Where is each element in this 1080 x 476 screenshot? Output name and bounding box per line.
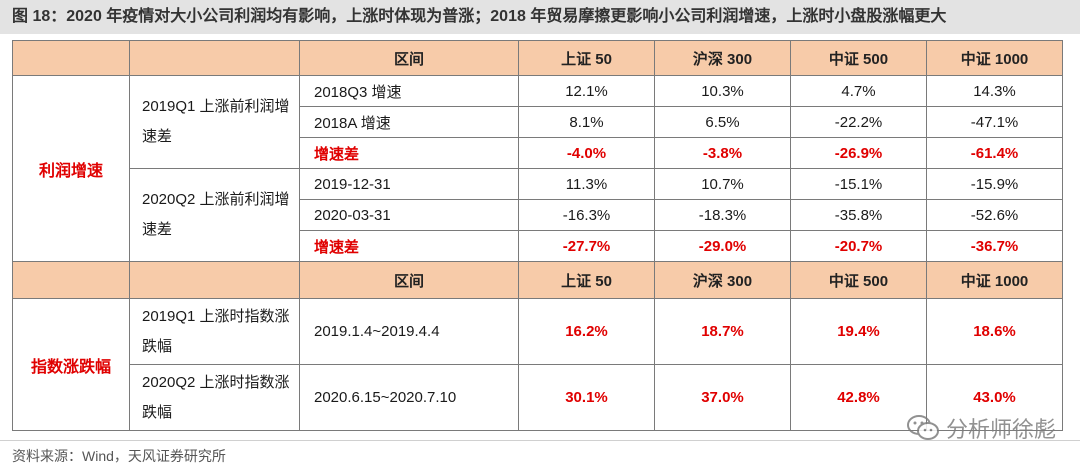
table-cell: 8.1% (518, 106, 655, 138)
header-col-sz50: 上证 50 (518, 40, 655, 76)
table-cell: 30.1% (518, 364, 655, 431)
table-cell: -47.1% (926, 106, 1063, 138)
table-row: 2018A 增速 8.1% 6.5% -22.2% -47.1% (13, 106, 1063, 138)
group-label: 2020Q2 上涨时指数涨跌幅 (129, 364, 300, 431)
table-cell: -18.3% (654, 199, 791, 231)
table-cell: -22.2% (790, 106, 927, 138)
table-cell: 14.3% (926, 75, 1063, 107)
table-cell: -15.9% (926, 168, 1063, 200)
table-cell: -4.0% (518, 137, 655, 169)
table-cell: -27.7% (518, 230, 655, 262)
table-cell: 10.3% (654, 75, 791, 107)
table-row: 指数涨跌幅 2019Q1 上涨时指数涨跌幅 2019.1.4~2019.4.4 … (12, 298, 1063, 431)
header-interval: 区间 (299, 40, 519, 76)
table-row: 2020-03-31 -16.3% -18.3% -35.8% -52.6% (13, 199, 1063, 231)
header-row: 区间 上证 50 沪深 300 中证 500 中证 1000 (12, 40, 1063, 76)
table-cell: -29.0% (654, 230, 791, 262)
group-label: 2019Q1 上涨时指数涨跌幅 (129, 298, 300, 365)
interval-cell: 2020.6.15~2020.7.10 (299, 364, 519, 431)
table-cell: 42.8% (790, 364, 927, 431)
header-blank (12, 40, 130, 76)
header-blank (129, 40, 300, 76)
section-label-profit-growth: 利润增速 (12, 75, 130, 262)
table-cell: 12.1% (518, 75, 655, 107)
table-cell: -15.1% (790, 168, 927, 200)
table-cell: -3.8% (654, 137, 791, 169)
table-cell: -26.9% (790, 137, 927, 169)
divider (0, 440, 1080, 441)
header-blank (12, 261, 130, 299)
table-row: 2020Q2 上涨前利润增速差 2019-12-31 11.3% 10.7% -… (13, 168, 1063, 262)
group-label: 2020Q2 上涨前利润增速差 (129, 168, 300, 262)
row-label: 2018A 增速 (299, 106, 519, 138)
header-col-zz500: 中证 500 (790, 261, 927, 299)
interval-cell: 2019.1.4~2019.4.4 (299, 298, 519, 365)
table-cell: 11.3% (518, 168, 655, 200)
table-cell: 16.2% (518, 298, 655, 365)
group-label: 2019Q1 上涨前利润增速差 (129, 75, 300, 169)
table-cell: 19.4% (790, 298, 927, 365)
table-cell: 43.0% (926, 364, 1063, 431)
header-interval: 区间 (299, 261, 519, 299)
header-row: 区间 上证 50 沪深 300 中证 500 中证 1000 (12, 261, 1063, 299)
table-cell: 4.7% (790, 75, 927, 107)
header-col-hs300: 沪深 300 (654, 261, 791, 299)
header-col-zz1000: 中证 1000 (926, 40, 1063, 76)
header-col-hs300: 沪深 300 (654, 40, 791, 76)
table-cell: -35.8% (790, 199, 927, 231)
wechat-icon (906, 415, 939, 440)
table-row: 增速差 -27.7% -29.0% -20.7% -36.7% (13, 230, 1063, 262)
row-label: 2018Q3 增速 (299, 75, 519, 107)
table-row: 利润增速 2019Q1 上涨前利润增速差 2018Q3 增速 12.1% 10.… (12, 75, 1063, 262)
table-cell: -20.7% (790, 230, 927, 262)
table-cell: 18.6% (926, 298, 1063, 365)
table-cell: 10.7% (654, 168, 791, 200)
table-cell: -36.7% (926, 230, 1063, 262)
watermark: 分析师徐彪 (906, 412, 1056, 444)
table-cell: -52.6% (926, 199, 1063, 231)
row-label: 2020-03-31 (299, 199, 519, 231)
table-cell: -16.3% (518, 199, 655, 231)
source-note: 资料来源：Wind，天风证券研究所 (12, 448, 226, 464)
section-label-index-change: 指数涨跌幅 (12, 298, 130, 431)
table-cell: 37.0% (654, 364, 791, 431)
figure-title: 图 18：2020 年疫情对大小公司利润均有影响，上涨时体现为普涨；2018 年… (0, 0, 1080, 34)
table-row: 增速差 -4.0% -3.8% -26.9% -61.4% (13, 137, 1063, 169)
data-table: 区间 上证 50 沪深 300 中证 500 中证 1000 利润增速 2019… (12, 40, 1063, 431)
table-cell: 18.7% (654, 298, 791, 365)
table-cell: 6.5% (654, 106, 791, 138)
header-blank (129, 261, 300, 299)
header-col-zz500: 中证 500 (790, 40, 927, 76)
watermark-text: 分析师徐彪 (945, 417, 1056, 442)
row-label-diff: 增速差 (299, 137, 519, 169)
row-label: 2019-12-31 (299, 168, 519, 200)
table-cell: -61.4% (926, 137, 1063, 169)
header-col-sz50: 上证 50 (518, 261, 655, 299)
header-col-zz1000: 中证 1000 (926, 261, 1063, 299)
row-label-diff: 增速差 (299, 230, 519, 262)
table-row: 2020Q2 上涨时指数涨跌幅 2020.6.15~2020.7.10 30.1… (13, 364, 1063, 431)
